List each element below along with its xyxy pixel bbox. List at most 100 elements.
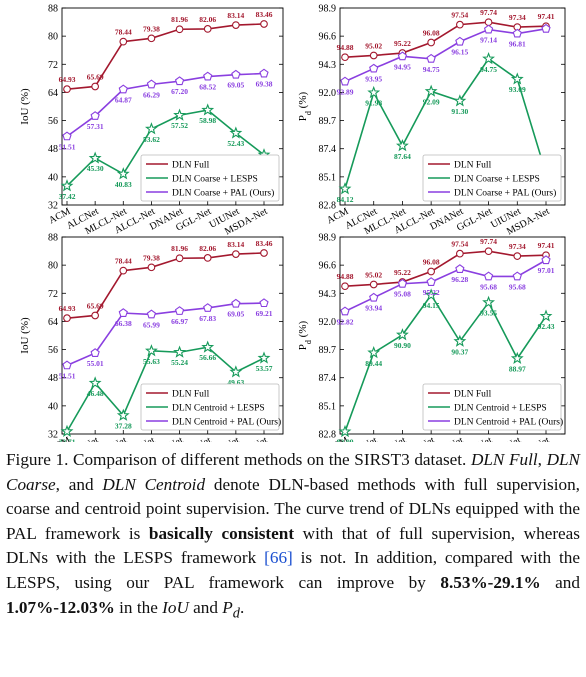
marker <box>203 25 212 33</box>
marker <box>175 25 184 34</box>
data-label: 55.01 <box>87 359 104 368</box>
marker <box>483 24 494 34</box>
y-tick-label: 56 <box>48 345 58 356</box>
y-axis-label-part: P <box>297 115 309 121</box>
data-label: 40.83 <box>115 180 132 189</box>
marker <box>147 34 156 43</box>
series-line <box>344 28 547 83</box>
marker <box>395 328 409 341</box>
x-tick-label: UIUNet <box>208 435 242 442</box>
marker <box>369 51 378 60</box>
marker <box>426 53 436 63</box>
y-tick-label: 80 <box>48 32 58 43</box>
caption-text: . <box>239 597 245 617</box>
y-tick-label: 64 <box>48 88 58 99</box>
data-label: 97.74 <box>480 8 497 17</box>
data-label: 97.54 <box>451 11 468 20</box>
series-line <box>344 259 547 313</box>
marker <box>232 21 240 29</box>
data-label: 67.20 <box>171 87 188 96</box>
marker <box>338 182 352 195</box>
data-label: 91.98 <box>365 99 382 108</box>
data-label: 91.30 <box>451 107 468 116</box>
marker <box>116 408 130 421</box>
series-line <box>66 252 265 319</box>
marker <box>91 82 99 91</box>
marker <box>146 79 157 89</box>
marker <box>483 271 494 281</box>
marker <box>116 167 130 180</box>
y-tick-label: 56 <box>48 116 58 127</box>
marker <box>338 424 352 438</box>
data-label: 81.96 <box>171 244 188 253</box>
data-label: 57.52 <box>171 121 188 130</box>
series-line <box>66 302 265 367</box>
marker <box>91 311 99 320</box>
marker <box>259 68 269 78</box>
marker <box>453 334 467 347</box>
data-label: 79.38 <box>143 253 160 262</box>
marker <box>453 94 467 107</box>
series-line <box>66 72 265 138</box>
data-label: 64.87 <box>115 95 132 104</box>
marker <box>367 85 381 99</box>
marker <box>203 303 213 312</box>
marker <box>63 85 71 94</box>
y-tick-label: 80 <box>48 261 58 272</box>
caption-math: d <box>232 605 240 621</box>
data-label: 95.02 <box>365 270 382 279</box>
marker <box>175 254 184 263</box>
marker <box>456 20 464 29</box>
data-label: 97.41 <box>538 241 555 250</box>
marker <box>147 263 156 272</box>
legend-box <box>140 154 280 202</box>
y-tick-label: 85.1 <box>319 172 337 183</box>
data-label: 95.22 <box>394 39 411 48</box>
marker <box>203 254 212 262</box>
marker <box>174 76 185 86</box>
data-label: 82.06 <box>199 15 216 24</box>
data-label: 96.81 <box>509 40 526 49</box>
data-label: 84.12 <box>337 195 354 204</box>
series-line <box>66 346 265 432</box>
marker <box>456 249 464 258</box>
marker <box>119 266 128 275</box>
y-tick-label: 72 <box>48 289 58 300</box>
data-label: 92.09 <box>423 97 440 106</box>
caption-text: 1.07%-12.03% <box>6 597 115 617</box>
y-axis-label-part: d <box>304 340 313 344</box>
marker <box>541 23 551 33</box>
data-label: 53.62 <box>143 135 160 144</box>
marker <box>260 249 268 257</box>
data-label: 46.48 <box>87 389 104 398</box>
marker <box>229 126 243 139</box>
series-line <box>344 250 547 287</box>
chart: 82.885.187.489.792.094.396.698.9ACMALCNe… <box>297 233 566 442</box>
marker <box>369 292 379 302</box>
data-label: 90.37 <box>451 347 468 356</box>
caption-text: DLN Centroid <box>102 474 206 494</box>
marker <box>88 151 102 164</box>
data-label: 94.75 <box>480 65 497 74</box>
marker <box>340 76 350 86</box>
chart: 3240485664728088ACMALCNetMLCL-NetALCL-Ne… <box>19 4 284 238</box>
marker <box>259 298 269 308</box>
data-label: 66.97 <box>171 317 188 326</box>
x-tick-label: UIUNet <box>489 435 523 442</box>
data-label: 97.34 <box>509 13 526 22</box>
marker <box>367 345 381 359</box>
data-label: 68.52 <box>199 83 216 92</box>
y-tick-label: 72 <box>48 60 58 71</box>
legend-label: DLN Full <box>172 161 210 171</box>
marker <box>144 344 158 357</box>
data-label: 49.63 <box>227 378 244 387</box>
y-tick-label: 82.8 <box>319 201 337 212</box>
data-label: 90.90 <box>394 341 411 350</box>
marker <box>455 36 465 46</box>
plot-frame <box>339 236 566 435</box>
marker <box>369 63 379 73</box>
y-axis-label: IoU (%) <box>19 317 31 354</box>
marker <box>144 122 158 135</box>
data-label: 96.28 <box>451 275 468 284</box>
